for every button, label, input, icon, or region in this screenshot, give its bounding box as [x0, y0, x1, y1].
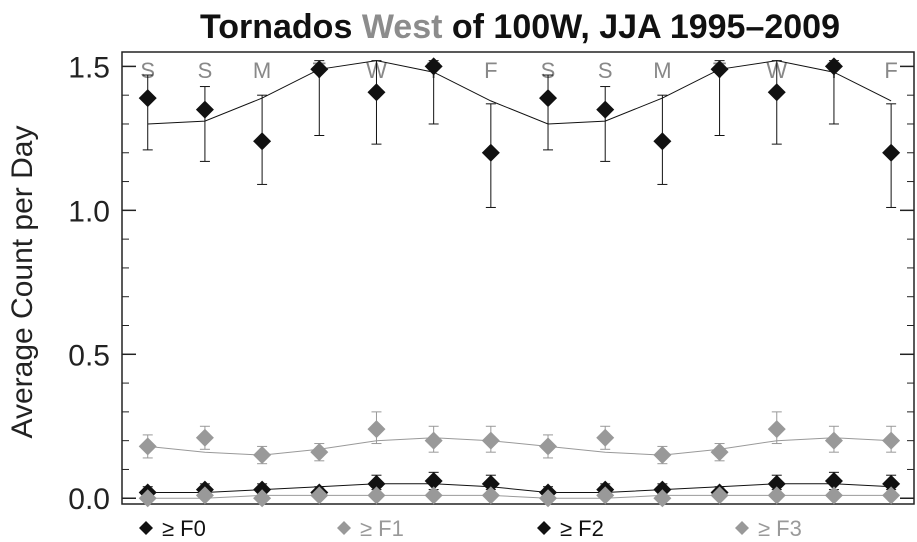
legend-label: ≥ F2 [560, 516, 604, 541]
y-tick-label: 1.5 [68, 51, 110, 84]
series-layer [138, 57, 901, 508]
data-point [253, 446, 272, 465]
data-point [539, 489, 558, 508]
data-point [481, 143, 500, 162]
data-point [710, 486, 729, 505]
chart-title: Tornados West of 100W, JJA 1995–2009 [200, 8, 840, 46]
data-point [367, 83, 386, 102]
day-label: S [140, 58, 155, 83]
data-point [195, 486, 214, 505]
legend-label: ≥ F3 [758, 516, 802, 541]
data-point [481, 431, 500, 450]
svg-text:Tornados West of 100W, JJA 199: Tornados West of 100W, JJA 1995–2009 [200, 8, 840, 46]
data-point [824, 471, 843, 490]
data-point [310, 443, 329, 462]
data-point [310, 60, 329, 79]
data-point [367, 420, 386, 439]
data-point [710, 443, 729, 462]
data-point [138, 437, 157, 456]
series-fit-line [147, 483, 892, 493]
y-tick-label: 0.5 [68, 339, 110, 372]
data-point [710, 60, 729, 79]
data-point [882, 486, 901, 505]
data-point [424, 471, 443, 490]
data-point [596, 100, 615, 119]
data-point [138, 89, 157, 108]
data-point [539, 437, 558, 456]
ticks-layer: 0.0 0.5 1.0 1.5 [68, 51, 914, 516]
data-point [253, 132, 272, 151]
data-point [310, 486, 329, 505]
plot-frame [121, 51, 915, 505]
series-group [138, 486, 901, 508]
day-label: S [598, 58, 613, 83]
data-point [195, 428, 214, 447]
legend-marker [337, 521, 351, 535]
data-point [767, 486, 786, 505]
data-point [481, 474, 500, 493]
data-point [767, 474, 786, 493]
data-point [195, 100, 214, 119]
y-tick-label: 1.0 [68, 195, 110, 228]
series-fit-line [147, 60, 892, 125]
data-point [424, 57, 443, 76]
series-group [138, 57, 901, 208]
legend-label: ≥ F0 [162, 516, 206, 541]
data-point [824, 486, 843, 505]
legend-marker [537, 521, 551, 535]
data-point [424, 431, 443, 450]
data-point [653, 489, 672, 508]
series-fit-line [147, 494, 892, 499]
data-point [767, 83, 786, 102]
day-label: M [253, 58, 271, 83]
data-point [653, 132, 672, 151]
legend-label: ≥ F1 [360, 516, 404, 541]
day-label: F [884, 58, 897, 83]
data-point [882, 474, 901, 493]
title-part-3: of 100W, JJA 1995–2009 [442, 8, 840, 46]
day-label: M [653, 58, 671, 83]
series-group [138, 411, 901, 465]
y-tick-label: 0.0 [68, 483, 110, 516]
day-label: S [541, 58, 556, 83]
legend-marker [735, 521, 749, 535]
data-point [367, 474, 386, 493]
data-point [253, 489, 272, 508]
data-point [824, 57, 843, 76]
title-part-2: West [362, 8, 443, 46]
y-axis-label: Average Count per Day [6, 126, 39, 439]
series-fit-line [147, 437, 892, 456]
data-point [596, 486, 615, 505]
day-label: S [198, 58, 213, 83]
data-point [882, 143, 901, 162]
data-point [824, 431, 843, 450]
legend-marker [139, 521, 153, 535]
data-point [367, 486, 386, 505]
data-point [424, 486, 443, 505]
legend: ≥ F0 ≥ F1 ≥ F2 ≥ F3 [139, 516, 802, 541]
data-point [882, 431, 901, 450]
data-point [596, 428, 615, 447]
data-point [767, 420, 786, 439]
data-point [539, 89, 558, 108]
data-point [138, 489, 157, 508]
data-point [653, 446, 672, 465]
day-label: F [484, 58, 497, 83]
data-point [481, 486, 500, 505]
title-part-1: Tornados [200, 8, 362, 46]
